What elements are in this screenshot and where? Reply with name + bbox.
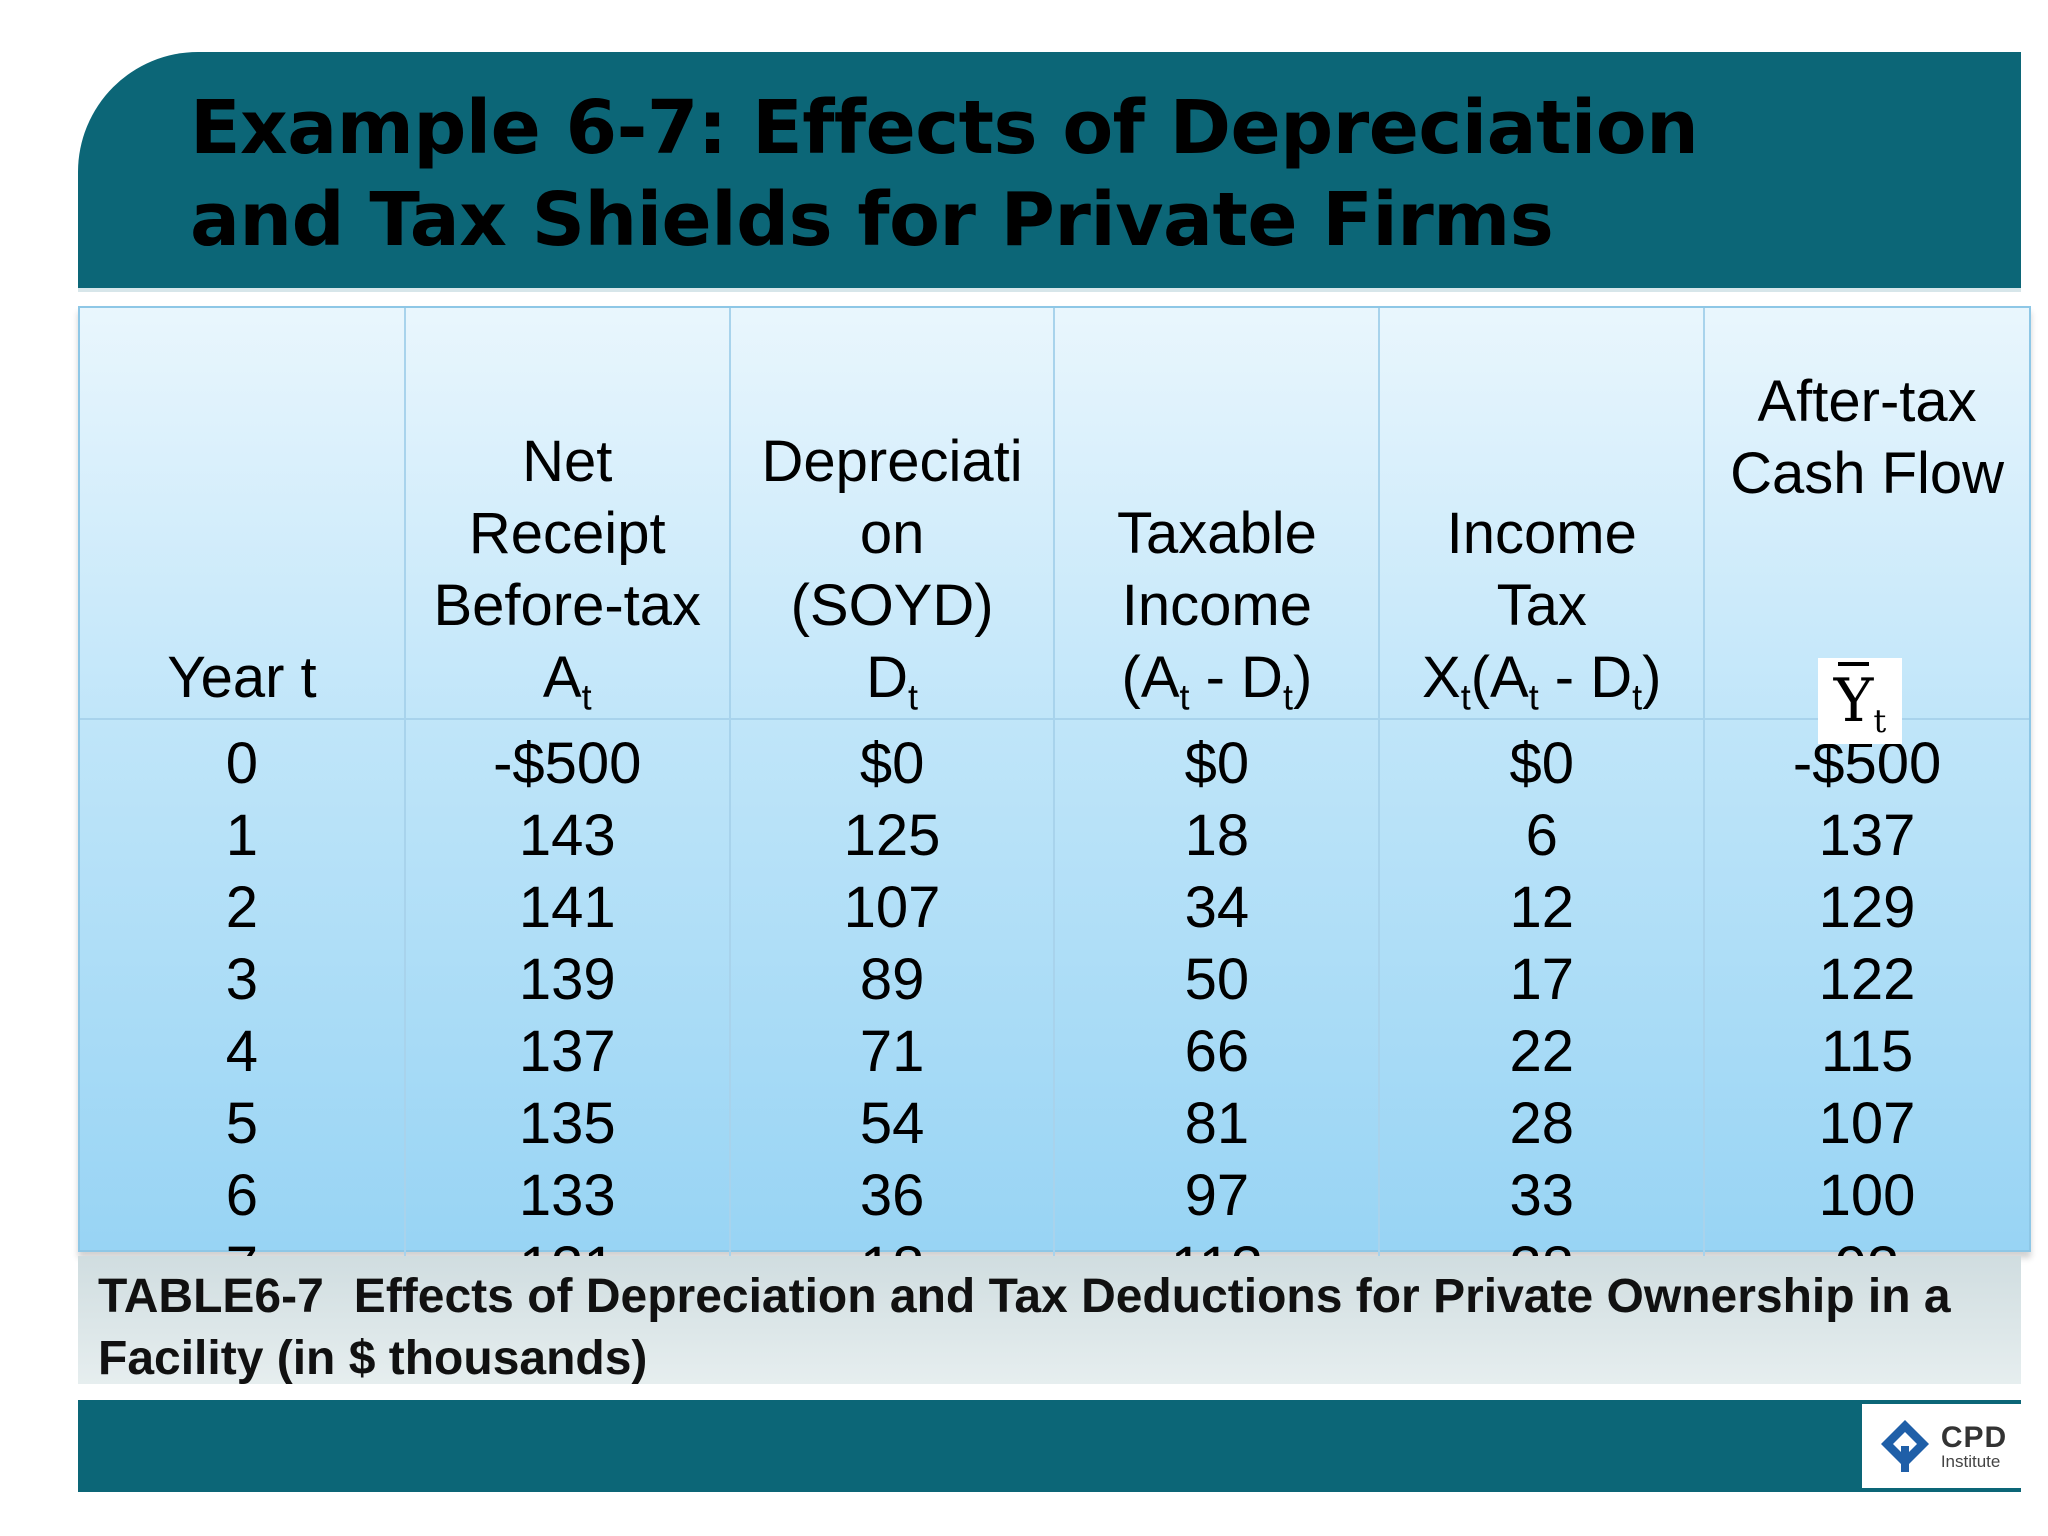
slide-title: Example 6-7: Effects of Depreciation and… xyxy=(190,82,1699,266)
header-after-tax-cash-flow: After-tax Cash Flow xyxy=(1703,308,2029,720)
cell-taxable-income: 18 xyxy=(1053,800,1380,872)
cell-net-receipt: 137 xyxy=(403,1016,730,1088)
cell-after-tax-cash-flow: 115 xyxy=(1703,1016,2029,1088)
cell-income-tax: 22 xyxy=(1378,1016,1705,1088)
cell-depreciation: $0 xyxy=(728,719,1055,800)
depreciation-table: Year t Net Receipt Before-tax At Depreci… xyxy=(80,308,2029,1304)
slide-title-line-1: Example 6-7: Effects of Depreciation xyxy=(190,85,1699,171)
table-caption: TABLE6-7 Effects of Depreciation and Tax … xyxy=(78,1256,2021,1385)
y-bar-symbol-overlay: Yt xyxy=(1818,658,1902,744)
cell-income-tax: 33 xyxy=(1378,1160,1705,1232)
cell-depreciation: 107 xyxy=(728,872,1055,944)
cell-taxable-income: $0 xyxy=(1053,719,1380,800)
cell-net-receipt: 141 xyxy=(403,872,730,944)
table-row: 0 -$500 $0 $0 $0 -$500 xyxy=(80,719,2029,800)
cell-taxable-income: 97 xyxy=(1053,1160,1380,1232)
cell-income-tax: 28 xyxy=(1378,1088,1705,1160)
cell-taxable-income: 81 xyxy=(1053,1088,1380,1160)
table-row: 4 137 71 66 22 115 xyxy=(80,1016,2029,1088)
cell-after-tax-cash-flow: 122 xyxy=(1703,944,2029,1016)
cell-after-tax-cash-flow: 107 xyxy=(1703,1088,2029,1160)
cell-depreciation: 89 xyxy=(728,944,1055,1016)
cell-year: 0 xyxy=(225,731,259,796)
footer-band xyxy=(78,1400,2021,1492)
cell-depreciation: 125 xyxy=(728,800,1055,872)
cell-year: 1 xyxy=(225,803,259,868)
cpd-logo: CPD Institute xyxy=(1862,1404,2022,1488)
cell-net-receipt: 133 xyxy=(403,1160,730,1232)
table-row: 2 141 107 34 12 129 xyxy=(80,872,2029,944)
depreciation-table-panel: Year t Net Receipt Before-tax At Depreci… xyxy=(78,306,2031,1304)
cell-after-tax-cash-flow: 129 xyxy=(1703,872,2029,944)
cpd-logo-mark-icon xyxy=(1880,1420,1929,1472)
caption-label: TABLE6-7 xyxy=(98,1270,324,1323)
header-net-receipt: Net Receipt Before-tax At xyxy=(403,308,730,720)
slide-title-line-2: and Tax Shields for Private Firms xyxy=(190,177,1554,263)
cell-income-tax: 6 xyxy=(1378,800,1705,872)
logo-subtitle: Institute xyxy=(1940,1451,2001,1471)
table-row: 6 133 36 97 33 100 xyxy=(80,1160,2029,1232)
table-row: 5 135 54 81 28 107 xyxy=(80,1088,2029,1160)
table-row: 3 139 89 50 17 122 xyxy=(80,944,2029,1016)
cell-net-receipt: 139 xyxy=(403,944,730,1016)
logo-name: CPD xyxy=(1940,1420,2008,1454)
cell-net-receipt: -$500 xyxy=(403,719,730,800)
cell-depreciation: 36 xyxy=(728,1160,1055,1232)
cell-net-receipt: 135 xyxy=(403,1088,730,1160)
cell-income-tax: 17 xyxy=(1378,944,1705,1016)
cell-taxable-income: 66 xyxy=(1053,1016,1380,1088)
title-banner: Example 6-7: Effects of Depreciation and… xyxy=(78,52,2021,288)
cell-depreciation: 71 xyxy=(728,1016,1055,1088)
table-body: 0 -$500 $0 $0 $0 -$500 1 143 125 18 6 137 2 141 107 34 1… xyxy=(80,719,2029,1304)
cell-income-tax: $0 xyxy=(1378,719,1705,800)
cell-after-tax-cash-flow: 137 xyxy=(1703,800,2029,872)
cell-year: 4 xyxy=(225,1019,259,1084)
cell-taxable-income: 34 xyxy=(1053,872,1380,944)
header-year: Year t xyxy=(80,308,405,720)
cell-year: 6 xyxy=(225,1163,259,1228)
cell-year: 3 xyxy=(225,947,259,1012)
caption-text: Effects of Depreciation and Tax Deductio… xyxy=(98,1270,1951,1385)
header-depreciation: Depreciati on (SOYD) Dt xyxy=(728,308,1055,720)
cell-year: 2 xyxy=(225,875,259,940)
table-header-row: Year t Net Receipt Before-tax At Depreci… xyxy=(80,308,2029,720)
header-taxable-income: Taxable Income (At - Dt) xyxy=(1053,308,1380,720)
table-row: 1 143 125 18 6 137 xyxy=(80,800,2029,872)
cell-after-tax-cash-flow: 100 xyxy=(1703,1160,2029,1232)
header-income-tax: Income Tax Xt(At - Dt) xyxy=(1378,308,1705,720)
cell-taxable-income: 50 xyxy=(1053,944,1380,1016)
cell-year: 5 xyxy=(225,1091,259,1156)
cell-net-receipt: 143 xyxy=(403,800,730,872)
cell-income-tax: 12 xyxy=(1378,872,1705,944)
cell-depreciation: 54 xyxy=(728,1088,1055,1160)
